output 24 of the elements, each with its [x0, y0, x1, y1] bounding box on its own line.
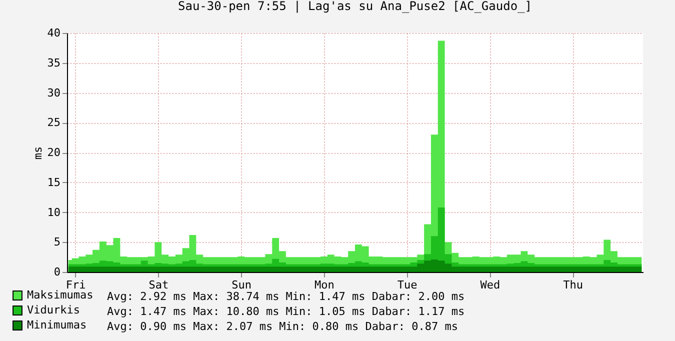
y-tick-label: 25: [47, 116, 60, 130]
y-tick-label: 35: [47, 56, 60, 70]
y-tick-label: 40: [47, 26, 60, 40]
y-tick-label: 20: [47, 146, 60, 159]
y-tick-label: 0: [54, 266, 60, 278]
x-tick-label: Sat: [148, 278, 169, 292]
x-tick-label: Sun: [232, 278, 252, 292]
x-tick-label: Thu: [563, 278, 583, 292]
text: Avg: 0.90 ms Max: 2.07 ms Min: 0.80 ms Dabar: 0.87 ms: [107, 320, 458, 333]
y-tick-label: 30: [47, 86, 60, 100]
text: Avg: 1.47 ms Max: 10.80 ms Min: 1.05 ms Dabar: 1.17 ms: [107, 305, 465, 318]
chart-title: Sau-30-pen 7:55 | Lag'as su Ana_Puse2 [AC_Gaudo_]: [178, 0, 532, 13]
x-tick-label: Mon: [314, 278, 334, 292]
y-tick-label: 10: [47, 206, 60, 219]
x-tick-label: Fri: [66, 278, 86, 292]
y-axis-title: ms: [31, 146, 44, 160]
legend-label: Minimumas: [27, 318, 87, 332]
x-tick-label: Wed: [480, 278, 500, 292]
legend-label: Vidurkis: [27, 304, 80, 316]
legend-label: Maksimumas: [27, 288, 94, 302]
y-tick-label: 5: [54, 236, 60, 249]
y-tick-label: 15: [47, 176, 60, 189]
x-tick-label: Tue: [397, 278, 418, 292]
text: Avg: 2.92 ms Max: 38.74 ms Min: 1.47 ms Dabar: 2.00 ms: [107, 290, 465, 303]
